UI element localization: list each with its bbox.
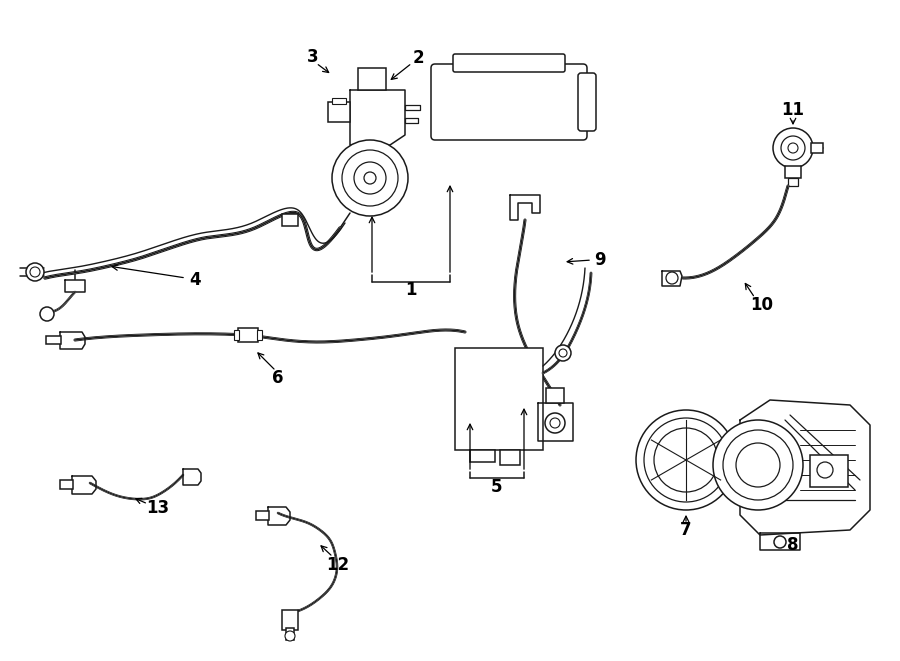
Bar <box>60 480 73 489</box>
Bar <box>282 610 298 630</box>
Polygon shape <box>405 118 418 123</box>
Bar <box>328 102 350 122</box>
Circle shape <box>713 420 803 510</box>
Circle shape <box>781 136 805 160</box>
Polygon shape <box>72 476 96 494</box>
Text: 6: 6 <box>272 369 284 387</box>
Text: 9: 9 <box>594 251 606 269</box>
Polygon shape <box>60 332 85 349</box>
Circle shape <box>774 536 786 548</box>
Bar <box>788 178 798 186</box>
Text: 7: 7 <box>680 521 692 539</box>
Bar <box>46 336 61 344</box>
Polygon shape <box>760 533 800 550</box>
Bar <box>358 68 386 90</box>
Circle shape <box>354 162 386 194</box>
Polygon shape <box>350 90 405 145</box>
Circle shape <box>773 128 813 168</box>
FancyBboxPatch shape <box>578 73 596 131</box>
Circle shape <box>332 140 408 216</box>
Bar <box>257 330 262 340</box>
Text: 10: 10 <box>751 296 773 314</box>
Text: 12: 12 <box>327 556 349 574</box>
Polygon shape <box>662 271 682 286</box>
Bar <box>455 348 543 450</box>
Bar <box>234 330 239 340</box>
Bar <box>238 328 258 342</box>
Bar <box>470 450 495 462</box>
Bar <box>785 166 801 178</box>
Circle shape <box>555 345 571 361</box>
Bar <box>282 214 298 226</box>
Text: 3: 3 <box>307 48 319 66</box>
Circle shape <box>364 172 376 184</box>
Circle shape <box>666 272 678 284</box>
Polygon shape <box>538 403 573 441</box>
Bar <box>810 455 848 487</box>
Circle shape <box>40 307 54 321</box>
Polygon shape <box>740 400 870 535</box>
Circle shape <box>545 413 565 433</box>
Circle shape <box>788 143 798 153</box>
Text: 1: 1 <box>405 281 417 299</box>
Polygon shape <box>183 469 201 485</box>
Bar <box>332 98 346 104</box>
Circle shape <box>26 263 44 281</box>
Circle shape <box>559 349 567 357</box>
FancyBboxPatch shape <box>453 54 565 72</box>
Circle shape <box>636 410 736 510</box>
FancyBboxPatch shape <box>431 64 587 140</box>
Circle shape <box>644 418 728 502</box>
Circle shape <box>723 430 793 500</box>
Circle shape <box>342 150 398 206</box>
Text: 13: 13 <box>147 499 169 517</box>
Bar <box>286 628 294 640</box>
Polygon shape <box>510 195 540 220</box>
Bar <box>256 511 269 520</box>
Text: 8: 8 <box>788 536 799 554</box>
Polygon shape <box>268 507 290 525</box>
Text: 4: 4 <box>189 271 201 289</box>
Bar <box>546 388 564 403</box>
Text: 2: 2 <box>412 49 424 67</box>
Polygon shape <box>65 280 85 292</box>
Circle shape <box>30 267 40 277</box>
Bar <box>500 450 520 465</box>
Text: 11: 11 <box>781 101 805 119</box>
Bar <box>811 143 823 153</box>
Text: 5: 5 <box>491 478 503 496</box>
Circle shape <box>285 631 295 641</box>
Circle shape <box>654 428 718 492</box>
Circle shape <box>736 443 780 487</box>
Circle shape <box>550 418 560 428</box>
Polygon shape <box>405 105 420 110</box>
Circle shape <box>817 462 833 478</box>
